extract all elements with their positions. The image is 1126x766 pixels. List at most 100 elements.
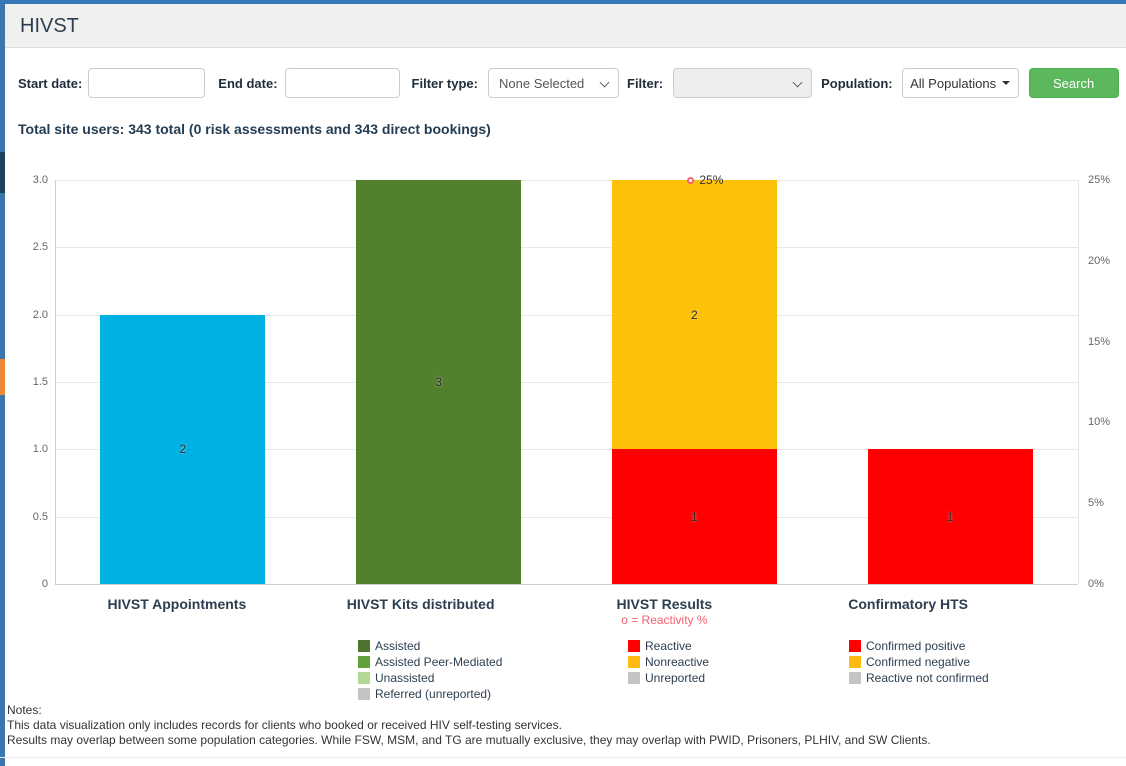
population-label: Population: (821, 75, 893, 91)
filter-type-select[interactable]: None Selected (488, 68, 619, 98)
y-axis-tick-label: 0.5 (32, 510, 48, 523)
y-axis-tick-label: 1.5 (32, 376, 48, 388)
y-axis-tick-label: 2.5 (32, 241, 48, 254)
y-axis-tick-label: 2.0 (32, 308, 48, 321)
filter-bar: Start date: End date: Filter type: None … (5, 60, 1126, 106)
page-header: HIVST (5, 4, 1126, 48)
chevron-down-icon (792, 77, 803, 88)
bottom-divider (0, 757, 1126, 758)
legend-label: Reactive not confirmed (866, 670, 989, 685)
legend-item: Confirmed negative (849, 654, 989, 669)
legend-swatch (358, 655, 370, 668)
y-axis-tick-label: 0 (41, 578, 48, 590)
bar-segment-assisted (356, 180, 522, 584)
bar-segment-appointments (100, 314, 266, 584)
left-strip-navy-segment (0, 152, 5, 193)
filter-label: Filter: (627, 75, 664, 91)
legend-label: Nonreactive (645, 654, 710, 669)
page-title: HIVST (20, 15, 79, 37)
secondary-y-axis-tick-label: 0% (1088, 578, 1104, 590)
population-dropdown-button[interactable]: All Populations (901, 68, 1019, 98)
legend-swatch (628, 671, 640, 684)
secondary-y-axis-line (1078, 180, 1079, 584)
legend-swatch (358, 687, 370, 700)
filter-type-label: Filter type: (411, 75, 478, 91)
chart-gridline (55, 247, 1078, 249)
bar-value-label: 2 (691, 307, 698, 322)
start-date-label: Start date: (18, 75, 83, 91)
legend-group: Assisted Assisted Peer-Mediated Unassisted… (358, 638, 502, 702)
legend-label: Confirmed positive (866, 638, 966, 653)
y-axis-line (55, 180, 56, 584)
reactivity-legend-note: o = Reactivity % (621, 613, 708, 627)
end-date-input[interactable] (284, 68, 400, 98)
legend-group: Confirmed positive Confirmed negative Reac… (849, 638, 989, 686)
filter-select[interactable] (673, 68, 813, 98)
legend-item: Referred (unreported) (358, 686, 502, 701)
start-date-input[interactable] (88, 68, 206, 98)
legend-swatch (849, 671, 861, 684)
chart-gridline (55, 516, 1078, 518)
chevron-down-icon (599, 77, 610, 88)
category-label: HIVST Kits distributed (346, 596, 495, 612)
legend-item: Nonreactive (628, 654, 709, 669)
legend-group: Reactive Nonreactive Unreported (628, 638, 709, 686)
legend-item: Unassisted (358, 670, 502, 685)
legend-swatch (849, 639, 861, 652)
legend-item: Confirmed positive (849, 638, 989, 653)
bar-segment-confirmed-positive (867, 449, 1033, 584)
legend-label: Reactive (645, 638, 692, 653)
legend-item: Assisted (358, 638, 502, 653)
notes-line: This data visualization only includes re… (7, 718, 562, 732)
category-label: HIVST Results (616, 596, 713, 612)
bar-value-label: 1 (946, 509, 954, 524)
y-axis-tick-label: 1.0 (32, 443, 48, 456)
legend-item: Unreported (628, 670, 709, 685)
secondary-y-axis-tick-label: 10% (1088, 416, 1111, 429)
bar-segment-reactive (611, 449, 777, 584)
secondary-y-axis-tick-label: 5% (1088, 497, 1104, 510)
population-selected-value: All Populations (910, 75, 997, 91)
reactivity-percent-label: 25% (699, 173, 724, 187)
secondary-y-axis-tick-label: 15% (1088, 335, 1111, 348)
legend-item: Reactive not confirmed (849, 670, 989, 685)
search-button[interactable]: Search (1028, 68, 1119, 98)
bar-segment-nonreactive (611, 180, 777, 450)
secondary-y-axis-tick-label: 20% (1088, 254, 1111, 267)
caret-down-icon (1002, 81, 1011, 85)
filter-type-selected-value: None Selected (499, 75, 585, 91)
legend-item: Reactive (628, 638, 709, 653)
hivst-chart: 0 0.5 1.0 1.5 2.0 2.5 3.0 0% 5% 10% 15% 20% 25% 2 HIVS… (0, 160, 1126, 705)
legend-label: Unassisted (375, 670, 435, 685)
left-strip-orange-segment (0, 359, 5, 395)
y-axis-tick-label: 3.0 (32, 174, 48, 186)
legend-swatch (358, 671, 370, 684)
legend-label: Referred (unreported) (375, 686, 492, 701)
category-label: Confirmatory HTS (848, 596, 969, 612)
total-site-users-summary: Total site users: 343 total (0 risk asse… (18, 121, 491, 137)
chart-gridline (55, 449, 1078, 451)
legend-item: Assisted Peer-Mediated (358, 654, 502, 669)
bar-value-label: 1 (691, 509, 698, 524)
top-accent-bar (0, 0, 1126, 4)
reactivity-marker-icon (687, 176, 695, 184)
end-date-label: End date: (218, 75, 278, 91)
chart-gridline (55, 314, 1078, 316)
legend-swatch (358, 639, 370, 652)
legend-label: Confirmed negative (866, 654, 971, 669)
chart-gridline (55, 382, 1078, 383)
notes-line: Results may overlap between some populat… (7, 733, 931, 747)
legend-swatch (849, 655, 861, 668)
legend-label: Assisted Peer-Mediated (375, 654, 503, 669)
legend-swatch (628, 655, 640, 668)
chart-gridline (55, 180, 1078, 181)
reactivity-annotation: 25% (687, 173, 723, 187)
notes-heading: Notes: (7, 703, 42, 717)
notes-block: Notes: This data visualization only incl… (7, 703, 931, 748)
bar-value-label: 2 (179, 442, 187, 457)
legend-swatch (628, 639, 640, 652)
x-axis-line (55, 584, 1078, 585)
left-accent-strip (0, 4, 5, 766)
secondary-y-axis-tick-label: 25% (1088, 174, 1111, 186)
